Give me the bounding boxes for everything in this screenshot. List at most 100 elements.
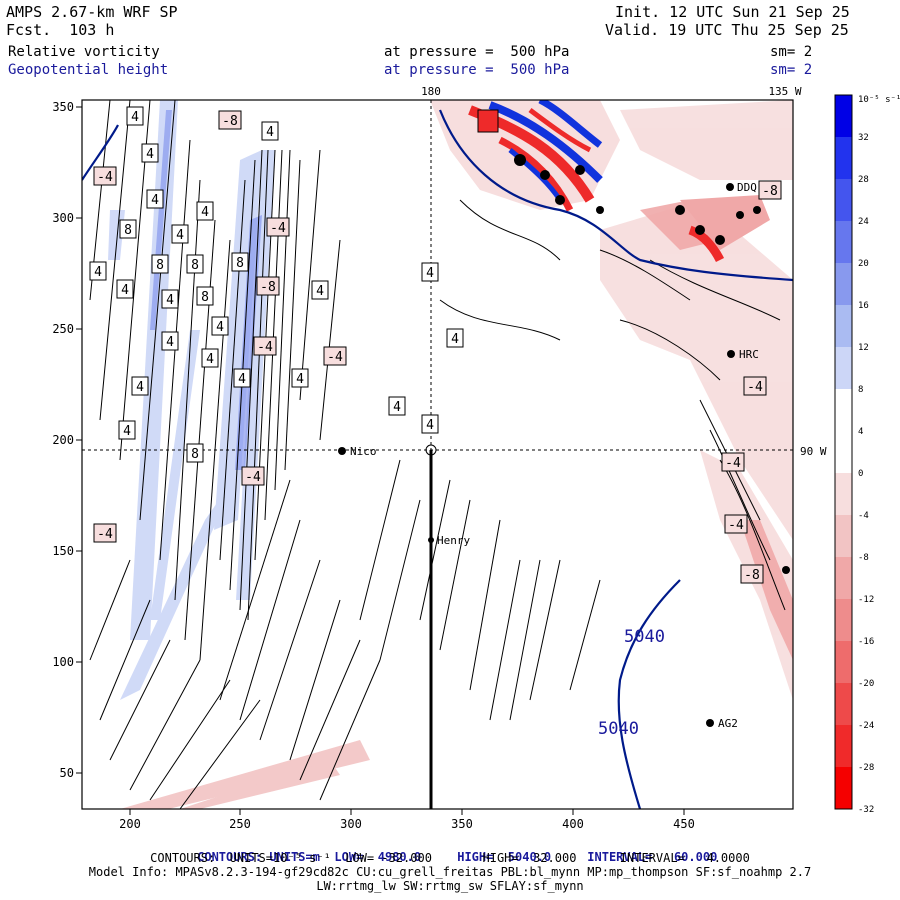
colorbar-segment [835,599,852,642]
colorbar-segment [835,347,852,390]
svg-text:250: 250 [52,322,74,336]
svg-text:4: 4 [206,352,214,367]
vorticity-label: 4 [126,106,144,126]
svg-text:300: 300 [52,211,74,225]
colorbar-segment [835,557,852,600]
colorbar-label: 28 [858,175,869,185]
colorbar-segment [835,473,852,516]
vorticity-label: -4 [724,514,748,534]
svg-text:-4: -4 [747,380,763,395]
svg-text:4: 4 [94,265,102,280]
station-markers [338,183,790,727]
svg-text:-4: -4 [97,170,113,185]
vorticity-label: -8 [758,180,782,200]
svg-text:4: 4 [136,380,144,395]
colorbar-label: -32 [858,805,874,815]
colorbar: 32 28 24 20 16 12 8 4 0 -4 -8 -12 -16 -20 -24 -28 -32 [834,94,874,815]
vorticity-label: 4 [311,280,329,300]
footer-height-contours: CONTOURS: UNITS=m LOW= 4980.0 HIGH= 5040… [197,850,718,864]
vorticity-label: -8 [256,276,280,296]
vorticity-label: 4 [388,396,406,416]
svg-text:8: 8 [191,258,199,273]
svg-text:200: 200 [52,433,74,447]
vorticity-label: -4 [721,452,745,472]
lon-label-90w: 90 W [800,445,827,458]
svg-text:4: 4 [176,228,184,243]
svg-text:4: 4 [131,110,139,125]
vorticity-label: -4 [93,166,117,186]
colorbar-label: 32 [858,133,869,143]
intense-vorticity-cluster [430,100,770,263]
vorticity-label: 4 [146,189,164,209]
svg-text:-4: -4 [245,470,261,485]
negative-vorticity-bands [120,740,370,809]
station-ag2: AG2 [718,717,738,730]
colorbar-label: 8 [858,385,863,395]
field1-name: Relative vorticity [8,44,160,60]
svg-text:4: 4 [201,205,209,220]
svg-text:-4: -4 [327,350,343,365]
svg-text:4: 4 [166,293,174,308]
vorticity-label: 4 [118,420,136,440]
y-axis-ticks: 350 300 250 200 150 100 50 [52,100,74,780]
vorticity-label: -8 [218,110,242,130]
forecast-hour: Fcst. 103 h [6,21,115,39]
vorticity-label: 4 [161,289,179,309]
station-ddq: DDQ [737,181,757,194]
field1-level: at pressure = 500 hPa [384,44,570,60]
svg-text:4: 4 [151,193,159,208]
svg-text:4: 4 [166,335,174,350]
svg-text:-4: -4 [257,340,273,355]
svg-text:4: 4 [393,400,401,415]
vorticity-label: 4 [261,121,279,141]
vorticity-label: 8 [186,254,204,274]
model-title: AMPS 2.67-km WRF SP [6,3,178,21]
station-hrc: HRC [739,348,759,361]
svg-text:-8: -8 [762,184,778,199]
vorticity-label: 4 [421,262,439,282]
colorbar-label: 4 [858,427,863,437]
vorticity-label: 8 [196,286,214,306]
svg-text:4: 4 [123,424,131,439]
colorbar-segment [835,305,852,348]
vorticity-label: 8 [186,443,204,463]
colorbar-unit: 10⁻⁵ s⁻¹ [858,95,900,105]
vorticity-label: 4 [201,348,219,368]
svg-text:300: 300 [340,817,362,831]
vorticity-label: -8 [740,564,764,584]
vorticity-label: 4 [141,143,159,163]
footer-model-info: Model Info: MPASv8.2.3-194-gf29cd82c CU:… [88,865,812,879]
svg-text:4: 4 [426,418,434,433]
colorbar-segment [835,683,852,726]
vorticity-label: -4 [253,336,277,356]
svg-text:-8: -8 [222,114,238,129]
vorticity-label: 4 [446,328,464,348]
svg-text:8: 8 [156,258,164,273]
colorbar-segment [835,641,852,684]
colorbar-label: -12 [858,595,874,605]
vorticity-label: 4 [421,414,439,434]
svg-text:250: 250 [229,817,251,831]
footer-vorticity-contours: CONTOURS: UNITS=10⁻⁵ s⁻¹ LOW= -32.000 HI… [150,851,750,865]
colorbar-segment [835,389,852,432]
svg-text:350: 350 [451,817,473,831]
vorticity-label: 4 [116,279,134,299]
svg-text:4: 4 [426,266,434,281]
geopotential-height-contours [82,109,793,809]
field1-smoothing: sm= 2 [770,44,813,60]
vorticity-label: -4 [743,376,767,396]
svg-text:350: 350 [52,100,74,114]
field2-name: Geopotential height [8,62,169,78]
station-henry: Henry [437,534,470,547]
vorticity-label: -4 [93,523,117,543]
svg-text:8: 8 [191,447,199,462]
colorbar-label: -8 [858,553,869,563]
vorticity-label: -4 [266,217,290,237]
colorbar-segment [835,221,852,264]
colorbar-label: 24 [858,217,869,227]
vorticity-label: 4 [89,261,107,281]
height-label-5040-b: 5040 [598,719,639,739]
field2-smoothing: sm= 2 [770,62,813,78]
